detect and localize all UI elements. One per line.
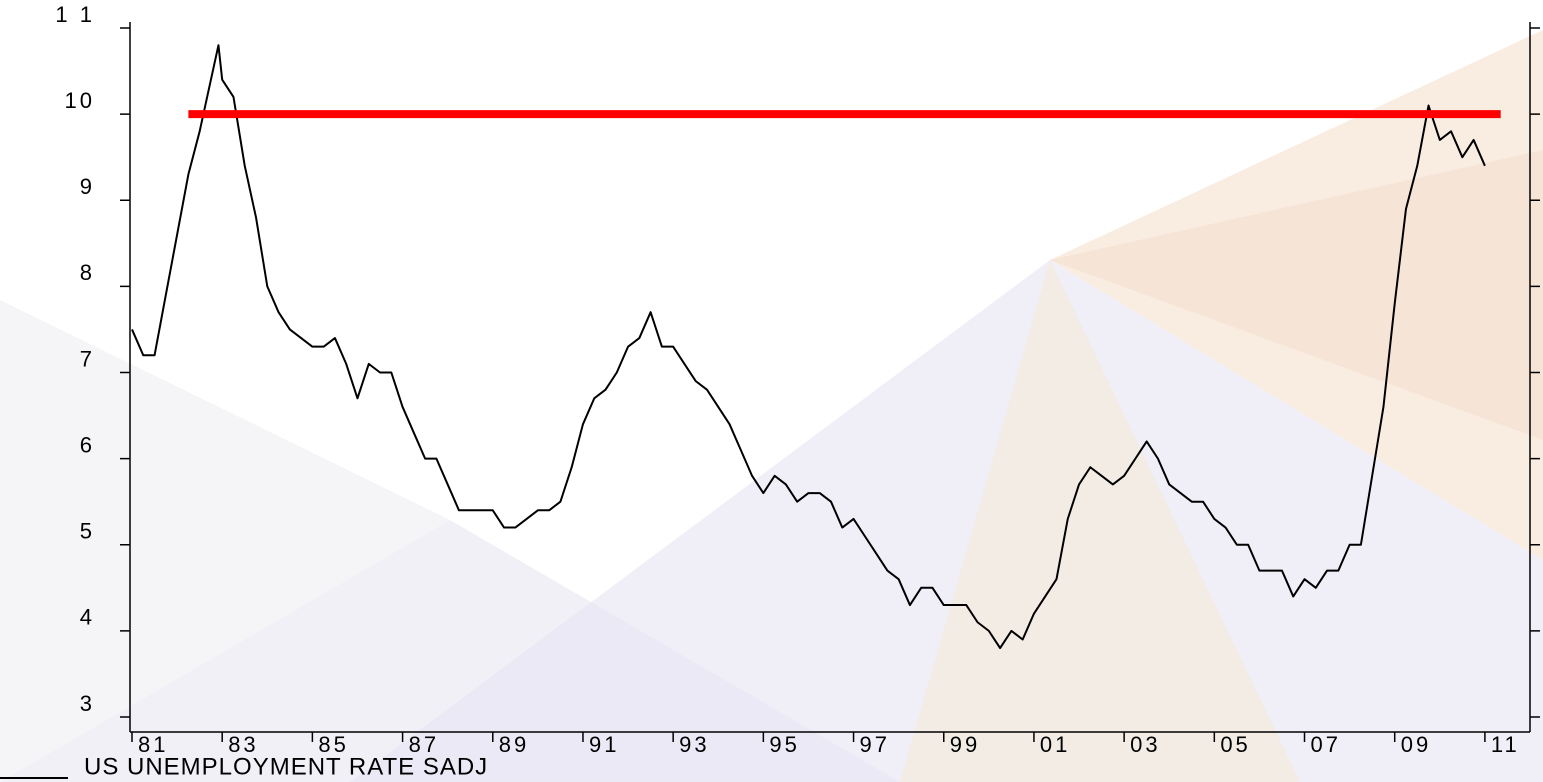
x-tick-label: 95 [769, 732, 799, 757]
y-tick-label: 8 [80, 260, 95, 285]
x-tick-label: 11 [1491, 732, 1520, 757]
background [0, 30, 1543, 782]
x-tick-label: 83 [228, 732, 258, 757]
x-tick-label: 81 [138, 732, 168, 757]
y-tick-label: 3 [80, 691, 95, 716]
series-line [131, 44, 1486, 650]
x-tick-label: 89 [499, 732, 529, 757]
y-tick-label: 9 [80, 174, 95, 199]
chart-title: US UNEMPLOYMENT RATE SADJ [84, 753, 488, 780]
y-tick-label: 10 [65, 88, 95, 113]
x-tick-label: 09 [1401, 732, 1431, 757]
y-tick-label: 4 [80, 605, 95, 630]
y-tick-label: 6 [80, 432, 95, 457]
x-tick-label: 91 [589, 732, 619, 757]
x-tick-label: 05 [1220, 732, 1250, 757]
y-tick-label: 5 [80, 519, 95, 544]
x-tick-label: 99 [950, 732, 980, 757]
x-tick-label: 07 [1311, 732, 1341, 757]
x-tick-label: 93 [679, 732, 709, 757]
y-tick-label: 1 1 [55, 2, 95, 27]
x-tick-label: 01 [1040, 732, 1070, 757]
x-tick-label: 03 [1130, 732, 1160, 757]
x-tick-label: 97 [860, 732, 890, 757]
y-tick-label: 7 [80, 346, 95, 371]
x-tick-label: 87 [409, 732, 439, 757]
x-tick-label: 85 [318, 732, 348, 757]
